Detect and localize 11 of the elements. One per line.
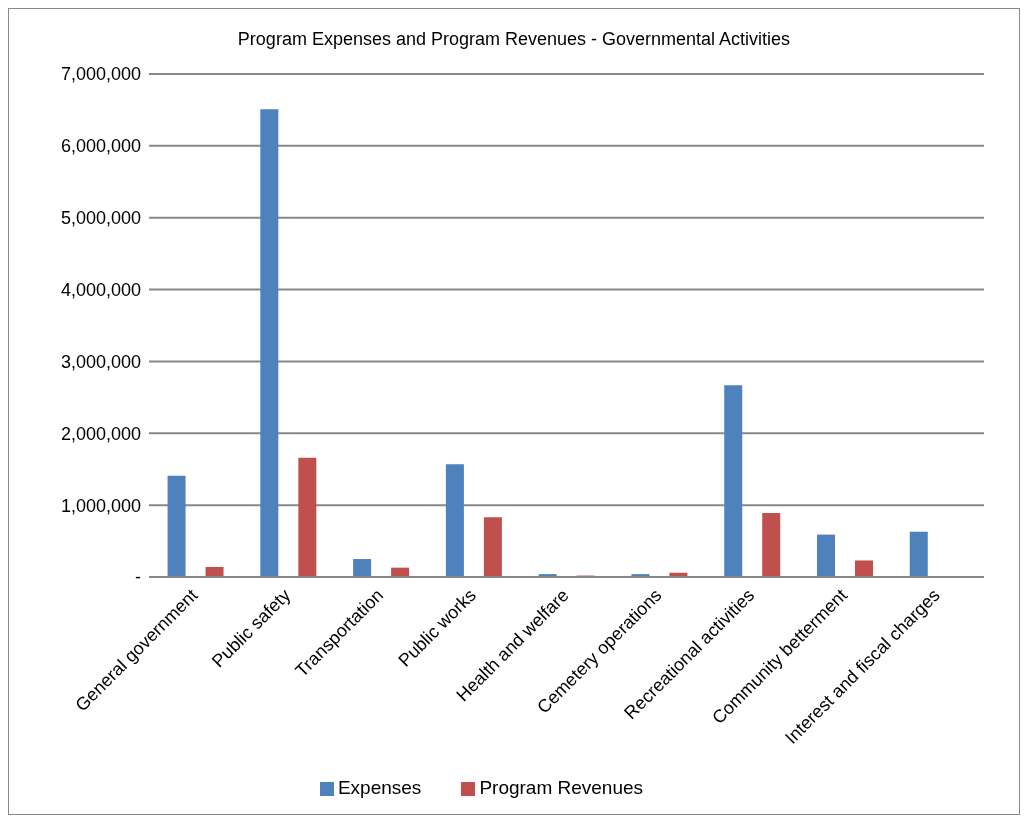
legend-label: Program Revenues — [479, 777, 644, 798]
y-tick-label: 1,000,000 — [60, 495, 141, 516]
y-tick-label: 6,000,000 — [60, 136, 141, 157]
y-tick-label: 2,000,000 — [60, 423, 141, 444]
y-tick-label: - — [135, 567, 141, 588]
y-tick-label: 3,000,000 — [60, 351, 141, 372]
legend-label: Expenses — [337, 777, 422, 798]
y-tick-label: 7,000,000 — [60, 64, 141, 85]
chart-title: Program Expenses and Program Revenues - Governmental Activities — [236, 28, 792, 51]
y-tick-label: 5,000,000 — [60, 208, 141, 229]
y-tick-label: 4,000,000 — [60, 279, 141, 300]
